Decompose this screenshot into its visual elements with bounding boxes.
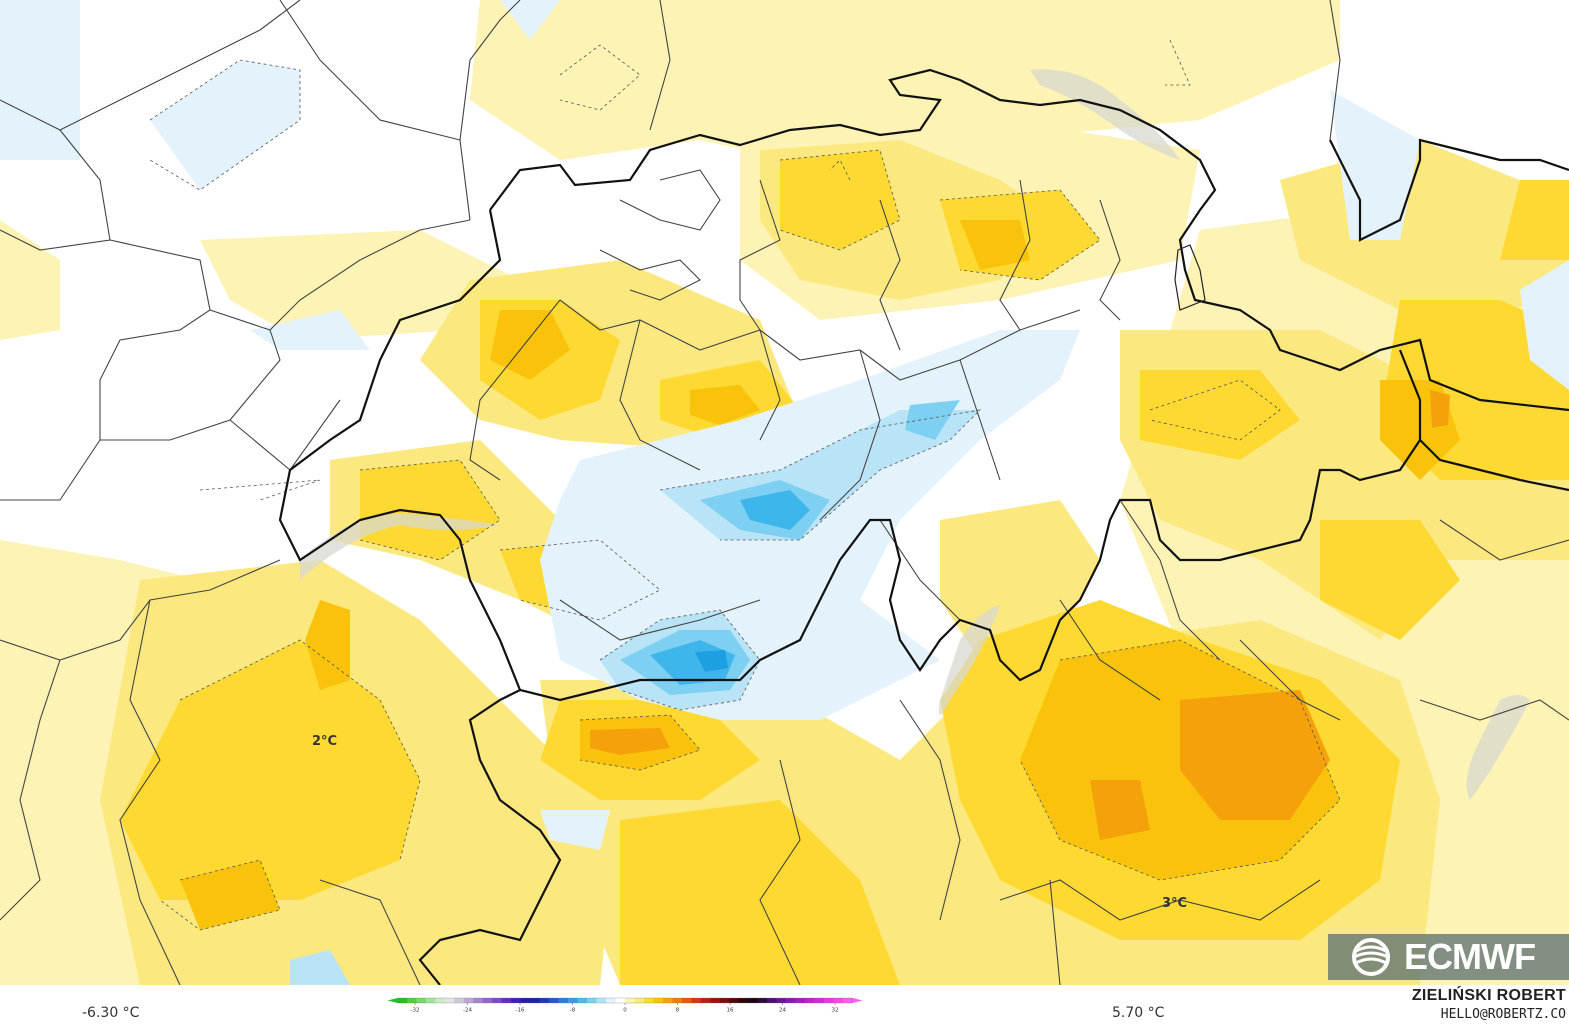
ecmwf-logo: ECMWF: [1328, 934, 1569, 980]
colorbar-ticks: -32 -24 -16 -8 0 8 16 24 32: [411, 1003, 839, 1014]
colorbar-min-arrow: [387, 998, 398, 1003]
colorbar-max-arrow: [852, 998, 863, 1003]
colorbar-cell: [700, 998, 711, 1003]
colorbar-cell: [748, 998, 758, 1003]
colorbar-tick-label: 32: [832, 1008, 839, 1014]
colorbar-cell: [662, 998, 673, 1003]
colorbar-cell: [435, 998, 446, 1003]
colorbar-cell: [625, 998, 635, 1003]
colorbar-cell: [463, 998, 474, 1003]
regional-borders: [0, 0, 1569, 985]
colorbar-tick-label: 24: [779, 1008, 786, 1014]
colorbar-cell: [814, 998, 825, 1003]
national-borders: [278, 68, 1569, 985]
colorbar-cell: [719, 998, 730, 1003]
legend-bar: [0, 985, 1569, 1035]
colorbar-cell: [596, 998, 607, 1003]
colorbar-tick-label: 8: [676, 1008, 680, 1014]
colorbar-cell: [482, 998, 493, 1003]
colorbar-tick-label: -32: [411, 1008, 420, 1014]
colorbar-cell: [833, 998, 844, 1003]
colorbar-cell: [738, 998, 749, 1003]
colorbar-cell: [425, 998, 436, 1003]
colorbar-cell: [786, 998, 796, 1003]
colorbar-cell: [672, 998, 683, 1003]
contour-lines: [149, 39, 1341, 931]
colorbar-cell: [643, 998, 654, 1003]
colorbar-cell: [653, 998, 664, 1003]
contour-label-2c: 2°C: [312, 734, 337, 749]
colorbar-cell: [397, 998, 408, 1003]
colorbar-cell: [757, 998, 768, 1003]
colorbar-tick-label: 16: [727, 1008, 734, 1014]
colorbar-cell: [454, 998, 465, 1003]
colorbar-cell: [558, 998, 569, 1003]
colorbar-cell: [729, 998, 739, 1003]
colorbar-tick-label: -16: [516, 1008, 525, 1014]
colorbar-cell: [767, 998, 777, 1003]
colorbar-cell: [501, 998, 512, 1003]
colorbar-tick-label: -24: [463, 1008, 472, 1014]
colorbar-cell: [577, 998, 588, 1003]
colorbar-cells: [387, 997, 863, 1004]
author-email: HELLO@ROBERTZ.CO: [1440, 1007, 1566, 1022]
colorbar-cell: [795, 998, 806, 1003]
author-name: ZIELIŃSKI ROBERT: [1411, 987, 1566, 1004]
colorbar-cell: [520, 998, 531, 1003]
colorbar-cell: [776, 998, 787, 1003]
colorbar-cell: [587, 998, 597, 1003]
anomaly-fill-blue: [0, 0, 1569, 985]
colorbar-cell: [539, 998, 550, 1003]
lakes: [300, 69, 1530, 800]
colorbar-cell: [805, 998, 815, 1003]
legend-max-value: 5.70 °C: [1112, 1005, 1165, 1021]
colorbar-tick-label: 0: [623, 1008, 627, 1014]
colorbar-cell: [444, 998, 455, 1003]
colorbar-cell: [406, 998, 417, 1003]
colorbar-cell: [691, 998, 702, 1003]
colorbar-cell: [606, 998, 616, 1003]
anomaly-fill-orange: [590, 390, 1450, 840]
colorbar-cell: [824, 998, 834, 1003]
colorbar-cell: [568, 998, 578, 1003]
colorbar-cell: [549, 998, 559, 1003]
colorbar-cell: [710, 998, 721, 1003]
ecmwf-swirl-icon: [1352, 938, 1390, 976]
colorbar-cell: [492, 998, 503, 1003]
colorbar-cell: [473, 998, 484, 1003]
temperature-anomaly-map: 2°C 3°C: [0, 0, 1569, 985]
contour-label-3c: 3°C: [1162, 896, 1187, 911]
colorbar-cell: [634, 998, 645, 1003]
colorbar-cell: [511, 998, 521, 1003]
liechtenstein-border: [1174, 244, 1206, 311]
colorbar-cell: [681, 998, 692, 1003]
colorbar-tick-label: -8: [570, 1008, 576, 1014]
colorbar-cell: [843, 998, 853, 1003]
temperature-colorbar: -32 -24 -16 -8 0 8 16 24 32: [387, 997, 863, 1014]
colorbar-cell: [530, 998, 540, 1003]
colorbar-cell: [615, 998, 626, 1003]
colorbar-cell: [416, 998, 427, 1003]
legend-min-value: -6.30 °C: [82, 1005, 140, 1021]
ecmwf-logo-text: ECMWF: [1404, 936, 1536, 977]
